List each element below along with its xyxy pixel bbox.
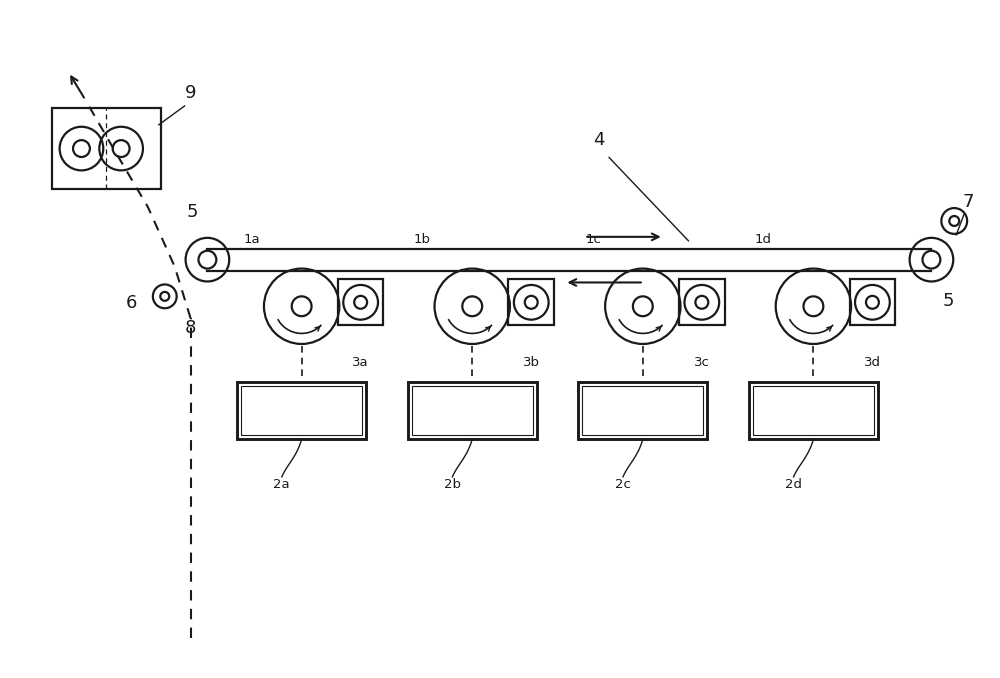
Text: 1c: 1c: [585, 233, 601, 245]
Bar: [241, 386, 362, 435]
Bar: [412, 386, 533, 435]
Text: 3c: 3c: [694, 356, 710, 369]
Text: 2a: 2a: [273, 478, 290, 491]
Bar: [850, 279, 895, 325]
Text: 5: 5: [943, 292, 954, 311]
Text: 7: 7: [962, 193, 974, 211]
Bar: [582, 386, 703, 435]
Bar: [52, 108, 161, 189]
Text: 1d: 1d: [755, 233, 772, 245]
Bar: [679, 279, 725, 325]
Text: 3b: 3b: [523, 356, 540, 369]
Text: 3d: 3d: [864, 356, 881, 369]
Text: 6: 6: [125, 294, 137, 313]
Bar: [508, 279, 554, 325]
Text: 1a: 1a: [243, 233, 260, 245]
Text: 3a: 3a: [352, 356, 369, 369]
Text: 2c: 2c: [615, 478, 631, 491]
Text: 4: 4: [593, 131, 605, 148]
Bar: [749, 382, 878, 439]
Text: 2b: 2b: [444, 478, 461, 491]
Bar: [408, 382, 537, 439]
Bar: [237, 382, 366, 439]
Text: 1b: 1b: [414, 233, 431, 245]
Text: 5: 5: [187, 203, 198, 221]
Bar: [338, 279, 383, 325]
Text: 8: 8: [185, 319, 196, 337]
Bar: [753, 386, 874, 435]
Bar: [578, 382, 707, 439]
Text: 9: 9: [185, 84, 196, 102]
Text: 2d: 2d: [785, 478, 802, 491]
